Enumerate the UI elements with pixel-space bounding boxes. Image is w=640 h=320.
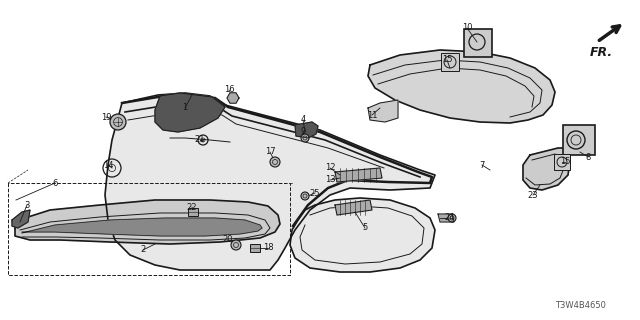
Polygon shape [105, 93, 435, 270]
Text: 20: 20 [223, 236, 233, 244]
Text: 11: 11 [367, 110, 377, 119]
Polygon shape [227, 93, 239, 103]
Polygon shape [368, 100, 398, 122]
Bar [250, 244, 260, 252]
Circle shape [448, 214, 456, 222]
Text: 2: 2 [140, 245, 146, 254]
Polygon shape [290, 198, 435, 272]
Bar [563, 125, 595, 155]
Bar [441, 53, 459, 71]
Polygon shape [523, 148, 570, 190]
Text: 8: 8 [586, 153, 591, 162]
Text: 25: 25 [310, 188, 320, 197]
Polygon shape [155, 93, 225, 132]
Polygon shape [15, 200, 280, 244]
Circle shape [301, 192, 309, 200]
Polygon shape [368, 50, 555, 123]
Text: FR.: FR. [590, 46, 613, 59]
Text: 4: 4 [300, 116, 306, 124]
Circle shape [270, 157, 280, 167]
Text: 24: 24 [445, 213, 455, 222]
Text: 23: 23 [528, 190, 538, 199]
Text: T3W4B4650: T3W4B4650 [555, 301, 605, 310]
Text: 5: 5 [362, 223, 367, 233]
Bar [464, 29, 492, 57]
Polygon shape [438, 214, 454, 222]
Text: 19: 19 [100, 113, 111, 122]
Text: 13: 13 [324, 175, 335, 185]
Text: 3: 3 [24, 201, 29, 210]
Circle shape [110, 114, 126, 130]
Polygon shape [12, 210, 30, 228]
Polygon shape [22, 218, 262, 236]
Text: 18: 18 [262, 244, 273, 252]
Text: 7: 7 [479, 161, 484, 170]
Polygon shape [295, 122, 318, 138]
Text: 6: 6 [52, 179, 58, 188]
Circle shape [301, 134, 309, 142]
Circle shape [231, 240, 241, 250]
Text: 15: 15 [560, 157, 570, 166]
Text: 21: 21 [195, 135, 205, 145]
Text: 10: 10 [461, 23, 472, 33]
Text: 15: 15 [442, 55, 452, 65]
Text: 1: 1 [182, 103, 188, 113]
Text: 17: 17 [265, 148, 275, 156]
Bar [554, 154, 570, 170]
Text: 16: 16 [224, 85, 234, 94]
Bar [188, 208, 198, 216]
Text: 12: 12 [324, 164, 335, 172]
Text: 22: 22 [187, 203, 197, 212]
Polygon shape [335, 168, 382, 182]
Text: 14: 14 [103, 161, 113, 170]
Polygon shape [335, 200, 372, 215]
Text: 9: 9 [300, 127, 306, 137]
